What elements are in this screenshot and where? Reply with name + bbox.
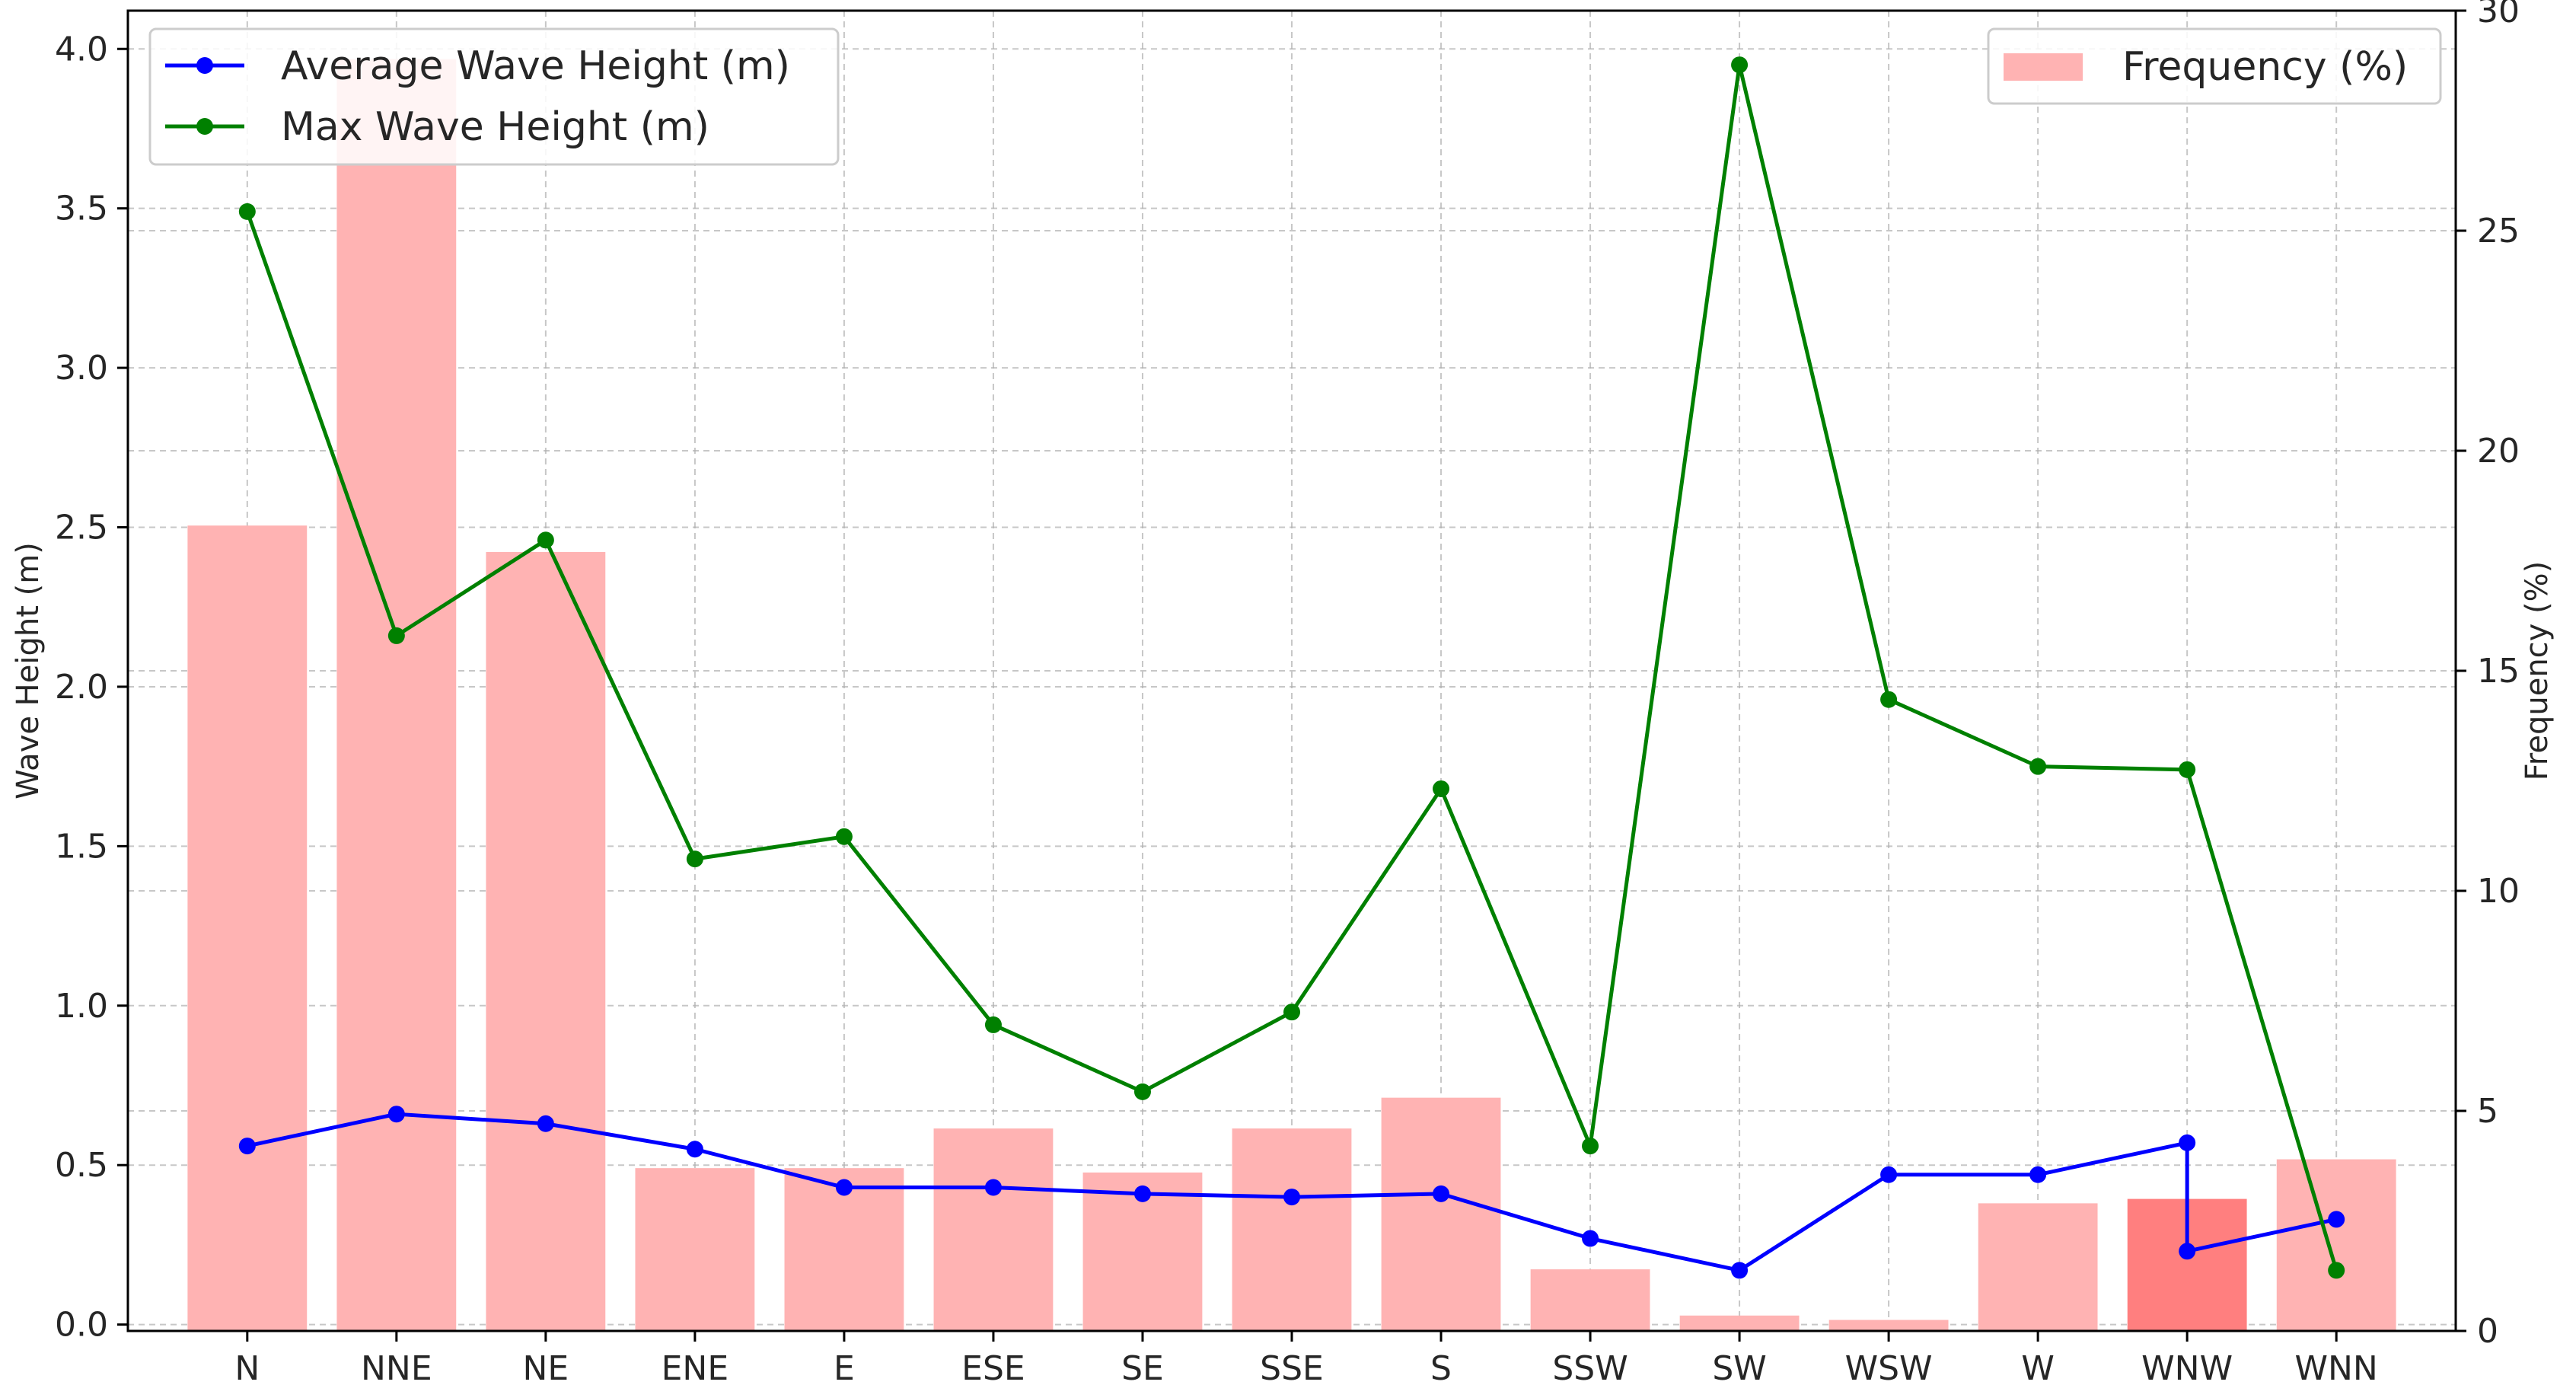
- average-wave-height-point: [1133, 1185, 1151, 1202]
- max-wave-height-point: [1880, 691, 1898, 708]
- x-tick-label: WSW: [1845, 1349, 1933, 1381]
- legend-swatch-marker: [196, 118, 213, 135]
- average-wave-height-line: [247, 1112, 2337, 1272]
- y-tick-label: 3.0: [55, 349, 108, 388]
- frequency-bar: [1381, 1097, 1501, 1331]
- max-wave-height-point: [238, 203, 256, 220]
- x-tick-label: SE: [1121, 1349, 1164, 1381]
- average-wave-height-point: [1582, 1230, 1599, 1247]
- average-wave-height-point: [1433, 1185, 1450, 1202]
- average-wave-height-point: [686, 1141, 703, 1158]
- max-wave-height-point: [2029, 758, 2047, 775]
- x-tick-label: N: [234, 1349, 260, 1381]
- y-tick-label: 4.0: [55, 30, 108, 69]
- frequency-bar: [2276, 1159, 2396, 1331]
- y2-axis-title: Frequency (%): [2520, 561, 2555, 781]
- frequency-bar: [1978, 1203, 2098, 1331]
- y2-tick-label: 25: [2477, 212, 2520, 251]
- average-wave-height-point: [1731, 1262, 1749, 1279]
- legends: Average Wave Height (m) Max Wave Height (…: [148, 27, 2442, 166]
- x-tick-label: ENE: [662, 1349, 729, 1381]
- frequency-bars: [187, 59, 2396, 1332]
- max-wave-height-point: [984, 1016, 1002, 1033]
- frequency-bar: [1530, 1269, 1650, 1331]
- average-wave-height-point: [1283, 1189, 1300, 1206]
- average-wave-height-point: [835, 1179, 853, 1196]
- x-tick-label: NE: [523, 1349, 569, 1381]
- legend-swatch-bar: [2004, 53, 2083, 81]
- frequency-bar: [933, 1128, 1054, 1331]
- x-tick-label: W: [2021, 1349, 2055, 1381]
- frequency-bar: [635, 1168, 755, 1331]
- legend-label: Average Wave Height (m): [281, 43, 790, 89]
- x-tick-label: SW: [1712, 1349, 1766, 1381]
- x-tick-label: SSE: [1260, 1349, 1324, 1381]
- average-wave-height-point: [1880, 1166, 1898, 1183]
- average-wave-height-point: [984, 1179, 1002, 1196]
- y2-tick-label: 20: [2477, 432, 2520, 471]
- y-tick-label: 0.0: [55, 1306, 108, 1345]
- average-wave-height-point: [2179, 1134, 2196, 1151]
- y-tick-label: 0.5: [55, 1146, 108, 1185]
- frequency-bar: [187, 525, 308, 1331]
- y-tick-label: 1.5: [55, 827, 108, 866]
- average-wave-height-point: [387, 1106, 405, 1123]
- frequency-bar: [1232, 1128, 1352, 1331]
- y2-tick-label: 5: [2477, 1092, 2498, 1131]
- max-wave-height-point: [1283, 1004, 1300, 1021]
- y-tick-label: 2.0: [55, 668, 108, 707]
- frequency-bar: [486, 551, 606, 1331]
- legend-box-left: [148, 27, 840, 166]
- average-wave-height-point: [2179, 1243, 2196, 1260]
- average-wave-height-point: [2328, 1211, 2345, 1228]
- axes: 0.0 0.5 1.0 1.5 2.0 2.5 3.0 3.5 4.0 0 5 10 15 20 25 30 N…: [11, 0, 2555, 1385]
- legend-box-right: [1987, 27, 2442, 105]
- frequency-bar: [1679, 1315, 1800, 1331]
- max-wave-height-point: [2328, 1262, 2345, 1279]
- frequency-bar: [336, 59, 457, 1332]
- wave-lines: [238, 56, 2345, 1279]
- legend-swatch-marker: [196, 57, 213, 74]
- legend-label: Max Wave Height (m): [281, 104, 709, 150]
- y-tick-label: 2.5: [55, 509, 108, 547]
- y-axis-title: Wave Height (m): [11, 542, 46, 799]
- y2-tick-label: 0: [2477, 1312, 2498, 1351]
- x-tick-label: SSW: [1552, 1349, 1628, 1381]
- y-tick-label: 3.5: [55, 190, 108, 228]
- max-wave-height-point: [1731, 56, 1749, 74]
- max-wave-height-point: [2179, 761, 2196, 778]
- y2-tick-label: 30: [2477, 0, 2520, 30]
- x-tick-label: ESE: [961, 1349, 1025, 1381]
- frequency-bar: [1828, 1320, 1949, 1331]
- max-wave-height-point: [1582, 1138, 1599, 1155]
- x-tick-label: E: [834, 1349, 855, 1381]
- max-wave-height-point: [387, 627, 405, 644]
- y2-tick-label: 15: [2477, 652, 2520, 691]
- average-wave-height-point: [2029, 1166, 2047, 1183]
- x-tick-label: S: [1430, 1349, 1452, 1381]
- average-wave-height-point: [537, 1115, 554, 1132]
- legend-label: Frequency (%): [2122, 44, 2408, 90]
- max-wave-height-point: [1433, 780, 1450, 797]
- max-wave-height-point: [835, 828, 853, 845]
- x-tick-label: NNE: [361, 1349, 432, 1381]
- y2-tick-label: 10: [2477, 872, 2520, 911]
- max-wave-height-point: [686, 850, 703, 868]
- x-tick-label: WNW: [2141, 1349, 2233, 1381]
- x-tick-label: WNN: [2295, 1349, 2378, 1381]
- average-wave-height-point: [238, 1138, 256, 1155]
- max-wave-height-point: [1133, 1083, 1151, 1100]
- y-tick-label: 1.0: [55, 987, 108, 1026]
- max-wave-height-point: [537, 531, 554, 549]
